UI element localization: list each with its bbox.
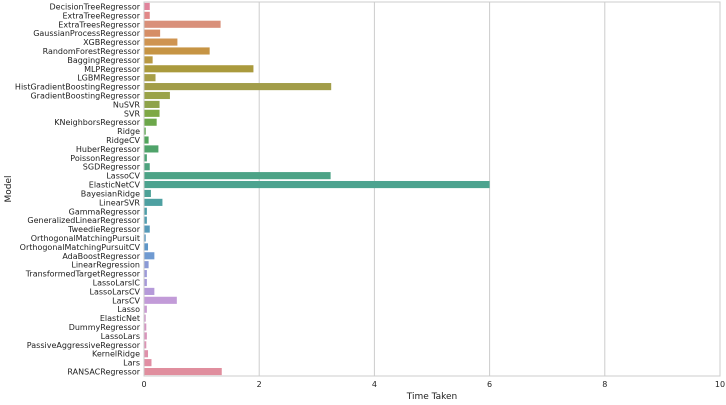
category-label: ElasticNetCV	[89, 181, 141, 190]
category-label: RandomForestRegressor	[43, 47, 141, 56]
bar	[144, 2, 150, 11]
bar	[144, 180, 490, 189]
category-label: DecisionTreeRegressor	[50, 2, 141, 11]
bar	[144, 20, 221, 28]
bar	[144, 56, 153, 64]
x-tick-label: 10	[715, 380, 725, 389]
bar	[144, 100, 160, 108]
category-label: DummyRegressor	[69, 323, 141, 332]
category-label: HistGradientBoostingRegressor	[15, 83, 141, 92]
category-label: ExtraTreeRegressor	[62, 11, 140, 20]
category-label: TweedieRegressor	[67, 225, 141, 234]
y-axis-title: Model	[4, 175, 14, 202]
bar	[144, 278, 147, 287]
bar	[144, 38, 178, 46]
bar	[144, 341, 147, 349]
category-label: LassoCV	[106, 172, 140, 181]
bar	[144, 154, 147, 162]
category-label: NuSVR	[113, 100, 141, 109]
bar	[144, 367, 222, 376]
category-label: PassiveAggressiveRegressor	[27, 341, 141, 350]
category-label: GeneralizedLinearRegressor	[27, 216, 140, 225]
bar	[144, 47, 210, 55]
bar	[144, 172, 331, 180]
x-tick-labels: 0 2 4 6 8 10	[141, 380, 725, 389]
category-label: KNeighborsRegressor	[54, 118, 140, 127]
plot-frame	[143, 1, 721, 377]
bar	[144, 127, 146, 135]
category-label: ExtraTreesRegressor	[58, 20, 140, 29]
bar	[144, 261, 149, 269]
x-tick-label: 0	[141, 380, 146, 389]
bar	[144, 189, 151, 198]
bar	[144, 287, 155, 295]
category-label: LGBMRegressor	[77, 74, 141, 83]
bar	[144, 359, 152, 367]
bar	[144, 74, 156, 82]
bars-layer	[144, 2, 490, 376]
category-label: OrthogonalMatchingPursuitCV	[20, 243, 141, 252]
bar	[144, 332, 147, 340]
x-tick-label: 2	[257, 380, 262, 389]
bar	[144, 118, 157, 126]
bar	[144, 225, 150, 233]
category-label: BayesianRidge	[81, 189, 140, 198]
category-label: SVR	[124, 109, 141, 118]
category-label: RidgeCV	[106, 136, 140, 145]
bar	[144, 234, 146, 242]
category-label: GaussianProcessRegressor	[33, 29, 141, 38]
category-label: HuberRegressor	[76, 145, 141, 154]
grid-layer	[143, 2, 721, 376]
category-label: Ridge	[117, 127, 140, 136]
category-label: KernelRidge	[92, 350, 140, 359]
bar	[144, 65, 254, 73]
x-tick-label: 8	[602, 380, 607, 389]
bar	[144, 296, 177, 304]
bar	[144, 109, 160, 117]
category-label: LassoLarsIC	[93, 279, 141, 288]
category-label: ElasticNet	[100, 314, 140, 323]
category-label: XGBRegressor	[83, 38, 141, 47]
category-label: PoissonRegressor	[70, 154, 140, 163]
category-label: RANSACRegressor	[67, 368, 140, 377]
bar	[144, 207, 147, 215]
bar	[144, 350, 149, 358]
x-axis-title: Time Taken	[406, 392, 458, 401]
bar	[144, 136, 149, 144]
category-label: LinearRegression	[71, 261, 140, 270]
category-label: GammaRegressor	[69, 207, 141, 216]
bar	[144, 198, 163, 206]
category-label: TransformedTargetRegressor	[25, 270, 141, 279]
bar	[144, 91, 170, 100]
bar	[144, 29, 161, 37]
category-label: MLPRegressor	[84, 65, 141, 74]
bar	[144, 270, 147, 278]
category-label: BaggingRegressor	[67, 56, 140, 65]
category-label: SGDRegressor	[83, 163, 141, 172]
bar	[144, 83, 332, 91]
category-label: OrthogonalMatchingPursuit	[31, 234, 140, 243]
category-label: GradientBoostingRegressor	[30, 92, 140, 101]
category-label: Lasso	[117, 305, 140, 314]
bar	[144, 323, 147, 331]
bar	[144, 145, 159, 153]
bar	[144, 243, 149, 251]
bar	[144, 252, 155, 260]
category-label: Lars	[123, 359, 140, 368]
bar	[144, 163, 150, 171]
category-label: LassoLarsCV	[90, 287, 141, 296]
bar	[144, 314, 146, 322]
x-tick-label: 6	[487, 380, 492, 389]
x-tick-label: 4	[372, 380, 377, 389]
bar	[144, 11, 150, 19]
bar	[144, 216, 147, 224]
category-label: LarsCV	[112, 296, 140, 305]
category-labels: DecisionTreeRegressorExtraTreeRegressorE…	[15, 2, 141, 376]
category-label: LassoLars	[101, 332, 140, 341]
bar	[144, 305, 147, 313]
category-label: LinearSVR	[99, 198, 140, 207]
category-label: AdaBoostRegressor	[62, 252, 140, 261]
